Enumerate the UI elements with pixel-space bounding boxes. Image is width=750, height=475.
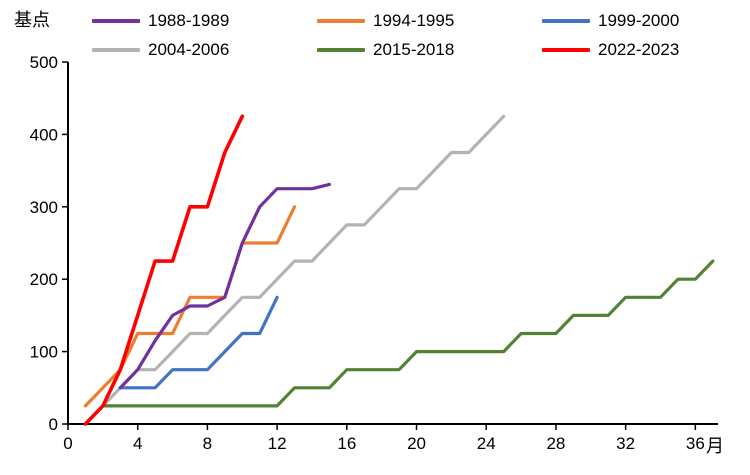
x-tick-label: 8 xyxy=(203,434,212,453)
legend-swatch-icon xyxy=(92,18,140,23)
series-line-2015-2018 xyxy=(101,259,715,408)
series-line-1999-2000 xyxy=(118,295,279,390)
legend-item-1988-1989: 1988-1989 xyxy=(92,11,317,31)
y-axis-unit-label: 基点 xyxy=(14,10,50,30)
legend-swatch-icon xyxy=(92,47,140,52)
legend-label: 1988-1989 xyxy=(148,10,230,30)
legend-swatch-icon xyxy=(542,18,590,23)
legend-label: 1999-2000 xyxy=(598,10,680,30)
legend-item-2022-2023: 2022-2023 xyxy=(542,40,750,60)
x-tick-label: 32 xyxy=(616,434,635,453)
legend-item-2004-2006: 2004-2006 xyxy=(92,40,317,60)
y-tick-label: 500 xyxy=(30,53,58,72)
x-tick-label: 20 xyxy=(407,434,426,453)
legend-label: 2022-2023 xyxy=(598,39,680,59)
y-tick-label: 300 xyxy=(30,198,58,217)
series-line-2022-2023 xyxy=(83,114,245,426)
legend-label: 1994-1995 xyxy=(373,10,455,30)
x-tick-label: 24 xyxy=(477,434,496,453)
x-tick-label: 4 xyxy=(133,434,142,453)
y-tick-label: 100 xyxy=(30,343,58,362)
x-tick-label: 28 xyxy=(546,434,565,453)
series-line-2004-2006 xyxy=(101,114,506,408)
legend-item-1994-1995: 1994-1995 xyxy=(317,11,542,31)
x-tick-label: 36 xyxy=(686,434,705,453)
legend-label: 2015-2018 xyxy=(373,39,455,59)
legend-swatch-icon xyxy=(542,47,590,52)
legend-swatch-icon xyxy=(317,47,365,52)
y-tick-label: 0 xyxy=(49,415,58,434)
legend-item-1999-2000: 1999-2000 xyxy=(542,11,750,31)
y-tick-label: 200 xyxy=(30,270,58,289)
x-axis-unit-label: 月 xyxy=(706,436,724,456)
legend-item-2015-2018: 2015-2018 xyxy=(317,40,542,60)
series-line-1988-1989 xyxy=(118,182,331,390)
chart-legend: 1988-1989 1994-1995 1999-2000 2004-2006 2015… xyxy=(92,6,750,64)
y-tick-label: 400 xyxy=(30,125,58,144)
x-tick-label: 12 xyxy=(268,434,287,453)
legend-swatch-icon xyxy=(317,18,365,23)
x-tick-label: 0 xyxy=(63,434,72,453)
legend-label: 2004-2006 xyxy=(148,39,230,59)
x-tick-label: 16 xyxy=(337,434,356,453)
